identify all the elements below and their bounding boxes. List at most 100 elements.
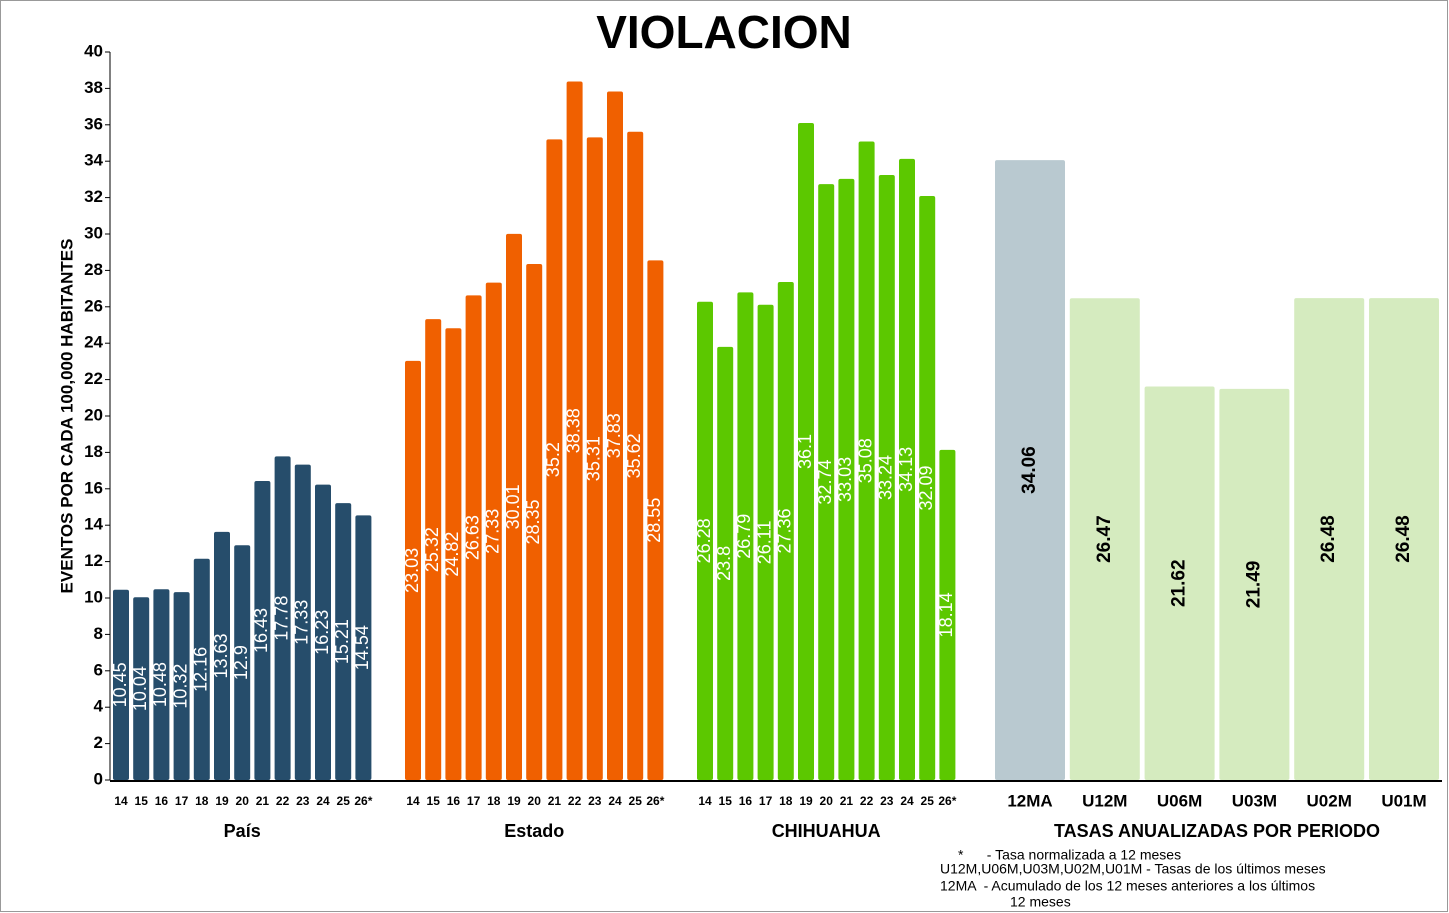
value-label: 36.1 xyxy=(795,434,815,469)
group-label: TASAS ANUALIZADAS POR PERIODO xyxy=(1054,821,1380,841)
x-tick-label: 24 xyxy=(316,794,330,808)
value-label: 12.16 xyxy=(191,647,211,692)
y-tick-label: 34 xyxy=(84,151,103,170)
y-tick-label: 32 xyxy=(84,187,103,206)
value-label: 35.62 xyxy=(624,433,644,478)
x-tick-label: 17 xyxy=(759,794,773,808)
x-tick-label: 24 xyxy=(900,794,914,808)
bar xyxy=(1069,298,1140,780)
bar xyxy=(757,304,774,780)
x-tick-label: 24 xyxy=(608,794,622,808)
y-axis-label: EVENTOS POR CADA 100,000 HABITANTES xyxy=(57,239,76,594)
value-label: 17.78 xyxy=(271,596,291,641)
x-tick-label: 16 xyxy=(155,794,169,808)
bar xyxy=(647,260,664,780)
x-tick-label: 18 xyxy=(487,794,501,808)
value-label: 35.08 xyxy=(855,438,875,483)
bar xyxy=(607,91,623,780)
value-label: 26.63 xyxy=(462,515,482,560)
value-label: 35.2 xyxy=(543,442,563,477)
bar xyxy=(113,589,129,780)
bar xyxy=(315,484,331,780)
bar xyxy=(355,515,372,780)
x-tick-label: 25 xyxy=(921,794,935,808)
x-tick-label: 19 xyxy=(507,794,521,808)
y-tick-label: 0 xyxy=(94,769,103,788)
value-label: 26.47 xyxy=(1094,515,1115,563)
value-label: 27.36 xyxy=(775,509,795,554)
y-tick-label: 28 xyxy=(84,260,103,279)
x-tick-label: U12M xyxy=(1082,791,1127,810)
value-label: 26.48 xyxy=(1318,515,1339,563)
x-tick-label: U01M xyxy=(1381,791,1426,810)
bar xyxy=(586,137,603,780)
group-label: País xyxy=(224,821,261,841)
value-label: 10.04 xyxy=(130,666,150,711)
bar xyxy=(405,360,421,780)
x-tick-label: 23 xyxy=(296,794,310,808)
x-tick-label: U06M xyxy=(1157,791,1202,810)
value-label: 15.21 xyxy=(332,619,352,664)
bar xyxy=(254,480,271,780)
footnote: 12 meses xyxy=(1010,894,1071,910)
x-tick-label: 14 xyxy=(114,794,128,808)
y-tick-label: 36 xyxy=(84,114,103,133)
y-tick-label: 4 xyxy=(94,697,104,716)
bar xyxy=(838,178,855,780)
bar xyxy=(566,81,583,780)
value-label: 33.24 xyxy=(876,455,896,500)
bar xyxy=(737,292,754,780)
value-label: 26.11 xyxy=(754,521,774,565)
x-tick-label: 25 xyxy=(629,794,643,808)
bar xyxy=(919,195,936,780)
value-label: 23.03 xyxy=(402,548,422,593)
x-tick-label: 23 xyxy=(880,794,894,808)
x-tick-label: 14 xyxy=(698,794,712,808)
x-tick-label: 16 xyxy=(739,794,753,808)
value-label: 28.35 xyxy=(523,499,543,544)
y-tick-label: 2 xyxy=(94,733,103,752)
y-tick-label: 22 xyxy=(84,369,103,388)
value-label: 32.74 xyxy=(815,460,835,505)
value-label: 16.23 xyxy=(312,610,332,655)
bar xyxy=(193,558,210,780)
bar xyxy=(717,346,734,780)
bar xyxy=(627,131,644,780)
bar xyxy=(939,449,956,780)
bar xyxy=(899,158,915,781)
y-tick-label: 10 xyxy=(84,587,103,606)
value-label: 38.38 xyxy=(563,408,583,453)
value-label: 21.62 xyxy=(1169,559,1190,607)
bar xyxy=(798,122,814,781)
value-label: 12.9 xyxy=(231,645,251,680)
x-tick-label: 18 xyxy=(779,794,793,808)
x-tick-label: 20 xyxy=(236,794,250,808)
chart-title: VIOLACION xyxy=(596,6,852,58)
bar xyxy=(465,295,482,780)
y-tick-label: 12 xyxy=(84,551,103,570)
value-label: 30.01 xyxy=(503,484,523,529)
x-tick-label: 21 xyxy=(548,794,562,808)
bar xyxy=(485,282,502,780)
bar xyxy=(274,456,291,780)
bar xyxy=(1294,298,1365,780)
value-label: 35.31 xyxy=(584,436,604,481)
bar xyxy=(878,175,895,781)
y-tick-label: 26 xyxy=(84,296,103,315)
bar xyxy=(995,160,1065,780)
value-label: 10.32 xyxy=(170,664,190,709)
x-tick-label: 16 xyxy=(447,794,461,808)
bar xyxy=(335,503,352,780)
footnote: U12M,U06M,U03M,U02M,U01M - Tasas de los … xyxy=(940,861,1326,877)
bar xyxy=(546,139,563,781)
value-label: 14.54 xyxy=(352,625,372,670)
bar xyxy=(1369,298,1439,780)
value-label: 16.43 xyxy=(251,608,271,653)
bar xyxy=(133,597,150,780)
x-tick-label: 21 xyxy=(256,794,270,808)
x-tick-label: 22 xyxy=(860,794,874,808)
value-label: 21.49 xyxy=(1243,561,1264,609)
bar xyxy=(818,184,835,780)
bar xyxy=(777,282,794,780)
